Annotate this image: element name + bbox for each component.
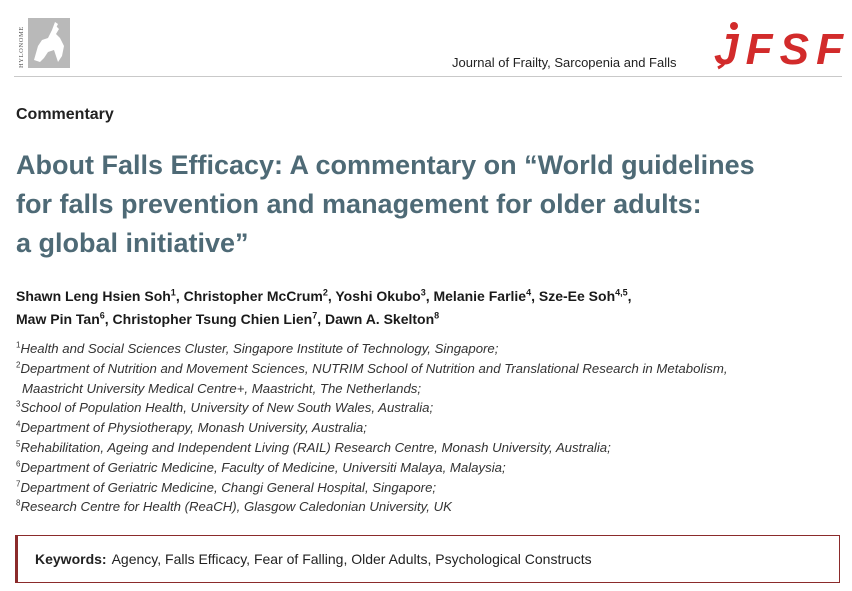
publisher-logo: HYLONOME: [12, 16, 72, 76]
affiliation-text: Research Centre for Health (ReaCH), Glas…: [20, 499, 452, 515]
affiliation-number: 6: [16, 459, 21, 469]
header-divider: [14, 76, 842, 77]
affiliation-number: 4: [16, 419, 21, 429]
author-name: Melanie Farlie: [433, 288, 527, 304]
affiliation-item: 6Department of Geriatric Medicine, Facul…: [16, 458, 846, 478]
title-line: for falls prevention and management for …: [16, 189, 702, 219]
author-name: Sze-Ee Soh: [538, 288, 616, 304]
affiliation-text: Department of Physiotherapy, Monash Univ…: [20, 420, 367, 436]
centaur-logo-icon: HYLONOME: [18, 18, 70, 68]
article-title: About Falls Efficacy: A commentary on “W…: [16, 146, 842, 263]
author-name: Christopher McCrum: [183, 288, 323, 304]
affiliation-item: 3School of Population Health, University…: [16, 398, 846, 418]
author-name: Christopher Tsung Chien Lien: [112, 311, 313, 327]
author-name: Dawn A. Skelton: [324, 311, 435, 327]
author-affiliation-ref: 6: [99, 310, 105, 321]
author-affiliation-ref: 8: [434, 310, 440, 321]
affiliation-item: 7Department of Geriatric Medicine, Chang…: [16, 478, 846, 498]
affiliation-item: 2Department of Nutrition and Movement Sc…: [16, 359, 846, 379]
author-affiliation-ref: 7: [312, 310, 318, 321]
author-list: Shawn Leng Hsien Soh1, Christopher McCru…: [16, 287, 632, 327]
author-name: Shawn Leng Hsien Soh: [16, 288, 171, 304]
affiliation-text: Department of Geriatric Medicine, Changi…: [20, 479, 437, 495]
section-label: Commentary: [16, 106, 114, 123]
author-affiliation-ref: 4: [526, 287, 532, 298]
affiliation-item: 1Health and Social Sciences Cluster, Sin…: [16, 339, 846, 359]
affiliation-text: Department of Nutrition and Movement Sci…: [20, 360, 728, 376]
affiliation-number: 5: [16, 439, 21, 449]
affiliation-item: 4Department of Physiotherapy, Monash Uni…: [16, 418, 846, 438]
keywords-label: Keywords:: [35, 551, 107, 567]
affiliation-item: 5Rehabilitation, Ageing and Independent …: [16, 438, 846, 458]
author-affiliation-ref: 4,5: [615, 287, 628, 298]
affiliation-text: Maastricht University Medical Centre+, M…: [22, 380, 422, 396]
author-affiliation-ref: 1: [170, 287, 176, 298]
publisher-logo-text: HYLONOME: [18, 26, 25, 68]
affiliation-number: 8: [16, 498, 21, 508]
affiliation-list: 1Health and Social Sciences Cluster, Sin…: [16, 339, 846, 517]
author-name: Yoshi Okubo: [335, 288, 421, 304]
title-line: a global initiative”: [16, 228, 249, 258]
keywords-box: Keywords: Agency, Falls Efficacy, Fear o…: [15, 535, 840, 583]
author-affiliation-ref: 3: [420, 287, 426, 298]
journal-name: Journal of Frailty, Sarcopenia and Falls: [452, 55, 677, 70]
journal-logo-text: JFSF: [714, 25, 844, 70]
affiliation-number: 1: [16, 340, 21, 350]
affiliation-number: 2: [16, 360, 21, 370]
title-line: About Falls Efficacy: A commentary on “W…: [16, 150, 755, 180]
affiliation-continuation: Maastricht University Medical Centre+, M…: [16, 379, 846, 399]
author-affiliation-ref: 2: [322, 287, 328, 298]
affiliation-number: 7: [16, 479, 21, 489]
keywords-text: Agency, Falls Efficacy, Fear of Falling,…: [111, 551, 592, 567]
journal-logo: JFSF: [710, 20, 845, 74]
author-name: Maw Pin Tan: [16, 311, 100, 327]
affiliation-number: 3: [16, 400, 21, 409]
affiliation-text: School of Population Health, University …: [20, 400, 434, 416]
walker-figure-icon: [730, 22, 738, 30]
affiliation-text: Rehabilitation, Ageing and Independent L…: [20, 439, 611, 455]
affiliation-text: Department of Geriatric Medicine, Facult…: [20, 459, 506, 475]
affiliation-item: 8Research Centre for Health (ReaCH), Gla…: [16, 497, 846, 517]
affiliation-text: Health and Social Sciences Cluster, Sing…: [20, 341, 499, 356]
